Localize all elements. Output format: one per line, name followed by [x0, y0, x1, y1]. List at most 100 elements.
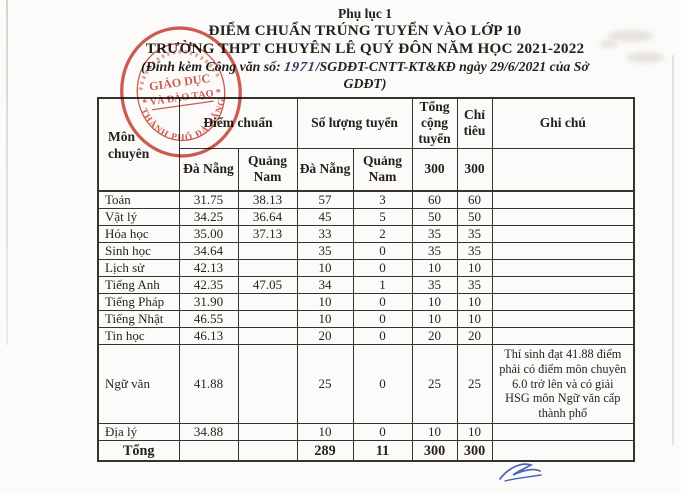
- cell-score-quangnam: [237, 344, 298, 424]
- total-quota-quangnam: 11: [352, 439, 413, 462]
- cell-quota-quangnam: 0: [352, 259, 413, 277]
- cell-note: [491, 190, 635, 209]
- cell-quota-danang: 45: [296, 208, 354, 226]
- table-row: Tiếng Pháp 31.90 10 0 10 10: [97, 293, 635, 311]
- cell-quota-quangnam: 0: [352, 422, 413, 441]
- cell-quota-quangnam: 5: [352, 208, 413, 226]
- col-header-note: Ghi chú: [491, 97, 635, 149]
- cell-note: [491, 208, 635, 226]
- cell-quota-danang: 25: [296, 344, 354, 424]
- cell-quota-danang: 20: [296, 327, 354, 345]
- table-body: Toán 31.75 38.13 57 3 60 60 Vật lý 34.25…: [97, 190, 635, 441]
- cell-score-danang: 35.00: [178, 225, 239, 243]
- document-title-line2: TRƯỜNG THPT CHUYÊN LÊ QUÝ ĐÔN NĂM HỌC 20…: [145, 40, 585, 57]
- cell-total: 50: [411, 208, 458, 226]
- cell-subject: Hóa học: [97, 225, 180, 243]
- cell-quota-danang: 10: [296, 293, 354, 311]
- scan-smudge: [608, 30, 654, 42]
- total-capacity-value: 300: [411, 147, 458, 192]
- total-score-danang-empty: [178, 439, 239, 462]
- signature-flourish: [504, 474, 542, 482]
- cell-score-quangnam: [237, 422, 298, 441]
- cell-target: 60: [456, 190, 493, 209]
- cell-target: 10: [456, 310, 493, 328]
- dispatch-number-handwritten: 1971: [283, 59, 317, 74]
- cell-total: 10: [411, 310, 458, 328]
- cell-quota-danang: 10: [296, 310, 354, 328]
- subtitle-middle: /SGDĐT-CNTT-KT&KĐ ngày 29/6/2021 của Sở: [315, 59, 589, 74]
- cell-score-danang: 34.25: [178, 208, 239, 226]
- cell-note: Thí sinh đạt 41.88 điểm phải có điểm môn…: [491, 344, 635, 424]
- cell-quota-danang: 33: [296, 225, 354, 243]
- cell-total: 35: [411, 276, 458, 294]
- cell-subject: Tin học: [97, 327, 180, 345]
- subcol-quota-quangnam: Quảng Nam: [352, 147, 413, 192]
- table-row: Tiếng Nhật 46.55 10 0 10 10: [97, 310, 635, 328]
- cell-score-quangnam: 36.64: [237, 208, 298, 226]
- table-row: Tin học 46.13 20 0 20 20: [97, 327, 635, 345]
- total-quota-danang: 289: [296, 439, 354, 462]
- cell-score-danang: 42.35: [178, 276, 239, 294]
- total-overall: 300: [411, 439, 458, 462]
- cell-note: [491, 327, 635, 345]
- scan-edge-artifact: [672, 55, 674, 445]
- table-row: Sinh học 34.64 35 0 35 35: [97, 242, 635, 260]
- cell-score-quangnam: 38.13: [237, 190, 298, 209]
- cell-quota-quangnam: 0: [352, 310, 413, 328]
- total-row-label: Tổng: [97, 439, 180, 462]
- cell-total: 20: [411, 327, 458, 345]
- cell-total: 35: [411, 225, 458, 243]
- cell-note: [491, 259, 635, 277]
- subcol-quota-danang: Đà Nẵng: [296, 147, 354, 192]
- signature-stroke: [499, 463, 541, 480]
- cell-subject: Tiếng Nhật: [97, 310, 180, 328]
- cell-score-danang: 41.88: [178, 344, 239, 424]
- table-row: Tiếng Anh 42.35 47.05 34 1 35 35: [97, 276, 635, 294]
- cell-target: 50: [456, 208, 493, 226]
- cell-score-quangnam: [237, 242, 298, 260]
- cell-quota-danang: 35: [296, 242, 354, 260]
- cell-score-quangnam: [237, 293, 298, 311]
- cell-note: [491, 242, 635, 260]
- cell-target: 20: [456, 327, 493, 345]
- cell-note: [491, 293, 635, 311]
- col-header-subject: Môn chuyên: [97, 97, 180, 192]
- cell-subject: Vật lý: [97, 208, 180, 226]
- total-target: 300: [456, 439, 493, 462]
- cell-quota-danang: 34: [296, 276, 354, 294]
- table-row: Vật lý 34.25 36.64 45 5 50 50: [97, 208, 635, 226]
- note-header-empty-cell: [491, 147, 635, 192]
- cell-quota-quangnam: 0: [352, 293, 413, 311]
- cell-score-quangnam: [237, 310, 298, 328]
- cell-subject: Địa lý: [97, 422, 180, 441]
- blue-signature-mark: [499, 463, 542, 482]
- cell-score-danang: 46.55: [178, 310, 239, 328]
- col-header-target: Chỉ tiêu: [456, 97, 493, 149]
- cell-quota-quangnam: 1: [352, 276, 413, 294]
- admission-scores-table: Môn chuyên Điểm chuẩn Số lượng tuyển Tổn…: [97, 97, 636, 463]
- subcol-score-quangnam: Quảng Nam: [237, 147, 298, 192]
- cell-score-quangnam: [237, 259, 298, 277]
- table-row: Ngữ văn 41.88 25 0 25 25 Thí sinh đạt 41…: [97, 344, 635, 424]
- cell-total: 60: [411, 190, 458, 209]
- cell-quota-quangnam: 3: [352, 190, 413, 209]
- scan-edge-artifact: [6, 0, 8, 345]
- cell-score-danang: 34.88: [178, 422, 239, 441]
- cell-subject: Sinh học: [97, 242, 180, 260]
- total-note-empty: [491, 439, 635, 462]
- subcol-score-danang: Đà Nẵng: [178, 147, 239, 192]
- document-subtitle-line2: GDĐT): [343, 76, 387, 91]
- cell-quota-danang: 10: [296, 422, 354, 441]
- cell-total: 25: [411, 344, 458, 424]
- cell-quota-quangnam: 0: [352, 344, 413, 424]
- document-header: Phụ lục 1 ĐIỂM CHUẨN TRÚNG TUYỂN VÀO LỚP…: [50, 6, 680, 92]
- scan-smudge: [600, 40, 618, 48]
- cell-target: 35: [456, 242, 493, 260]
- total-row: Tổng 289 11 300 300: [97, 439, 635, 462]
- cell-subject: Lịch sử: [97, 259, 180, 277]
- cell-note: [491, 276, 635, 294]
- cell-score-quangnam: 37.13: [237, 225, 298, 243]
- cell-quota-danang: 57: [296, 190, 354, 209]
- table-row: Toán 31.75 38.13 57 3 60 60: [97, 190, 635, 209]
